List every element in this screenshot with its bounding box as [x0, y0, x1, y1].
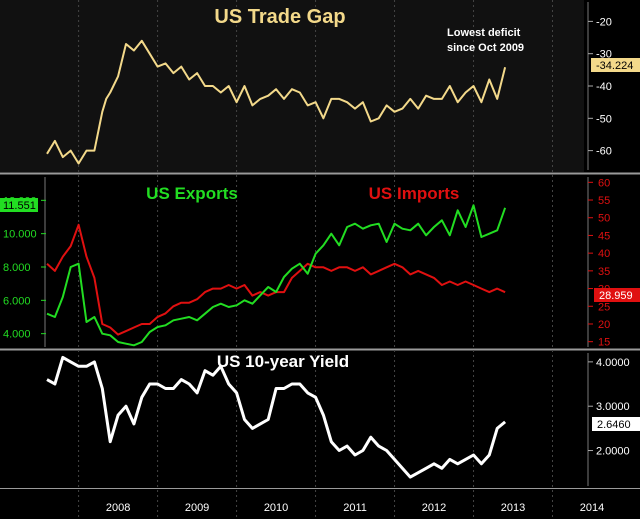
- yield-tick-label: 4.0000: [596, 357, 630, 369]
- yield-last-value-tag: 2.6460: [592, 417, 640, 431]
- exports-tick-label: 4.000: [3, 329, 31, 341]
- x-tick-label: 2010: [264, 502, 288, 514]
- trade-gap-tick-label: -40: [596, 81, 612, 93]
- trade-gap-tick-label: -30: [596, 49, 612, 61]
- trade-gap-annotation-line1: Lowest deficit: [447, 27, 521, 39]
- imports-tick-label: 40: [598, 248, 610, 260]
- exports-last-value: 11.551: [3, 200, 36, 212]
- trade-gap-last-value: -34.224: [596, 60, 633, 72]
- exports-tick-label: 8.000: [3, 262, 31, 274]
- imports-tick-label: 45: [598, 230, 610, 242]
- x-tick-label: 2014: [580, 502, 604, 514]
- x-axis: 2008 2009 2010 2011 2012 2013 2014: [106, 502, 604, 514]
- exports-series-line: [46, 204, 507, 347]
- trade-gap-last-value-tag: -34.224: [591, 58, 640, 72]
- trade-gap-tick-label: -20: [596, 16, 612, 28]
- imports-last-value-tag: 28.959: [594, 288, 640, 302]
- x-tick-label: 2009: [185, 502, 209, 514]
- yield-panel: [0, 352, 584, 487]
- imports-tick-label: 15: [598, 337, 610, 349]
- x-tick-label: 2011: [343, 502, 367, 514]
- exports-tick-label: 10.000: [3, 229, 37, 241]
- trade-gap-title: US Trade Gap: [214, 6, 345, 28]
- imports-tick-label: 50: [598, 213, 610, 225]
- imports-tick-label: 20: [598, 319, 610, 331]
- yield-last-value: 2.6460: [597, 419, 631, 431]
- imports-tick-label: 35: [598, 266, 610, 278]
- imports-last-value: 28.959: [599, 290, 633, 302]
- trade-gap-annotation-line2: since Oct 2009: [447, 42, 524, 54]
- exports-imports-panel: [0, 176, 584, 348]
- imports-tick-label: 60: [598, 177, 610, 189]
- exports-last-value-tag: 11.551: [0, 198, 38, 212]
- x-tick-label: 2008: [106, 502, 130, 514]
- yield-title: US 10-year Yield: [217, 352, 349, 371]
- yield-tick-label: 2.0000: [596, 446, 630, 458]
- yield-y-axis: 2.0000 3.0000 4.0000: [587, 353, 630, 486]
- imports-label: US Imports: [369, 184, 460, 203]
- trade-gap-y-axis: -20 -30 -40 -50 -60: [587, 2, 612, 170]
- yield-tick-label: 3.0000: [596, 401, 630, 413]
- imports-tick-label: 25: [598, 301, 610, 313]
- trade-gap-tick-label: -50: [596, 113, 612, 125]
- exports-label: US Exports: [146, 184, 238, 203]
- trade-gap-tick-label: -60: [596, 146, 612, 158]
- imports-tick-label: 55: [598, 195, 610, 207]
- exports-tick-label: 6.000: [3, 295, 31, 307]
- trade-gap-series-line: [46, 39, 507, 165]
- yield-series-line: [46, 355, 507, 479]
- x-tick-label: 2013: [501, 502, 525, 514]
- x-tick-label: 2012: [422, 502, 446, 514]
